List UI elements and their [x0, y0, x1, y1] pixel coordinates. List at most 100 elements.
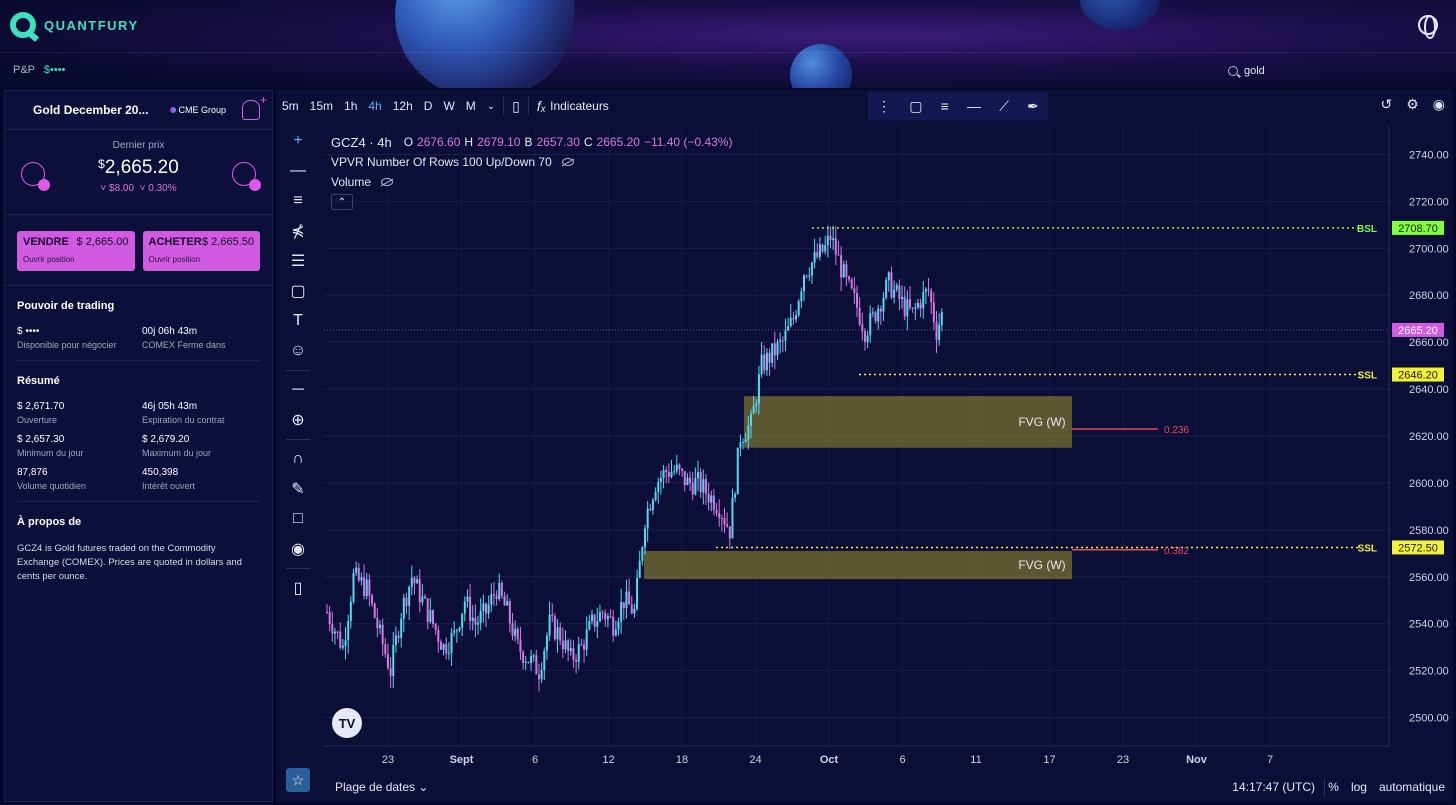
timeframe-m[interactable]: M [465, 99, 476, 113]
bull-alert-icon[interactable] [232, 162, 261, 191]
candle-body [845, 264, 848, 277]
gear-icon[interactable]: ⚙ [1406, 96, 1419, 112]
x-tick-label: 7 [1267, 754, 1273, 766]
magnet-icon[interactable]: ∩ [292, 450, 304, 467]
candle-body [508, 601, 511, 624]
open-value: 2676.60 [417, 135, 461, 149]
buy-button[interactable]: ACHETER $ 2,665.50 Ouvrir position [142, 231, 260, 271]
zoom-in-icon[interactable]: ⊕ [291, 412, 305, 429]
candle-body [418, 579, 421, 603]
auto-scale-toggle[interactable]: automatique [1378, 780, 1445, 794]
timeframe-w[interactable]: W [443, 99, 455, 113]
drag-handle-icon[interactable]: ⋮ [877, 97, 892, 114]
x-tick-label: 18 [676, 754, 688, 766]
liquidity-level-name: SSL [1358, 371, 1377, 382]
search-box[interactable]: gold [1228, 62, 1428, 80]
vpvr-row[interactable]: VPVR Number Of Rows 100 Up/Down 70 [331, 152, 732, 172]
candle-body [935, 322, 938, 340]
indicators-fx-icon[interactable]: fₓ [536, 98, 547, 114]
replay-icon[interactable]: ↺ [1380, 96, 1393, 112]
bear-alert-icon[interactable] [21, 162, 50, 191]
emoji-icon[interactable]: ☺ [289, 342, 307, 359]
volume-row[interactable]: Volume [331, 172, 732, 192]
timeframe-15m[interactable]: 15m [309, 99, 334, 113]
stat-label: Disponible pour négocier [17, 340, 117, 350]
line-tool-icon[interactable]: — [290, 162, 306, 179]
timeframe-12h[interactable]: 12h [392, 99, 413, 113]
candle-body [630, 604, 633, 614]
search-input[interactable]: gold [1244, 65, 1265, 77]
tradingview-logo-icon[interactable]: TV [332, 708, 362, 738]
x-tick-label: Sept [450, 754, 474, 766]
lock-icon[interactable]: □ [293, 510, 303, 527]
camera-icon[interactable]: ◉ [1432, 96, 1445, 112]
candle-body [516, 628, 519, 640]
fib-levels-icon[interactable]: ☰ [290, 253, 306, 270]
add-alert-bell-icon[interactable] [242, 93, 267, 120]
candle-body [694, 478, 697, 495]
candle-body [834, 238, 837, 255]
globe-icon[interactable] [1418, 15, 1438, 39]
x-tick-label: Oct [820, 754, 839, 766]
candle-body [750, 413, 752, 426]
header-decoration-moon [790, 44, 852, 88]
level-price-label: 2646.20 [1398, 370, 1438, 382]
timeframe-5m[interactable]: 5m [282, 99, 299, 113]
candlestick-type-icon[interactable]: ▯ [512, 97, 520, 114]
timeframe-1h[interactable]: 1h [344, 99, 358, 113]
candle-body [850, 279, 853, 289]
candle-body [654, 492, 657, 501]
candle-body [938, 324, 941, 340]
fib-level-label: 0.236 [1164, 425, 1189, 436]
stat-value: 00j 06h 43m [142, 326, 198, 337]
date-range-button[interactable]: Plage de dates ⌄ [335, 780, 429, 794]
sell-button[interactable]: VENDRE $ 2,665.00 Ouvrir position [17, 231, 135, 271]
chevron-down-icon[interactable]: ⌄ [486, 100, 496, 112]
pattern-tool-icon[interactable]: ⋠ [291, 223, 305, 240]
pnl-value: $•••• [43, 64, 66, 76]
log-scale-toggle[interactable]: log [1350, 780, 1367, 794]
candle-body [524, 661, 527, 663]
candle-body [506, 601, 509, 606]
stat-label: Intérêt ouvert [142, 481, 196, 491]
last-price-value: $2,665.20 [5, 157, 272, 179]
fib-tool-icon[interactable]: ≡ [940, 98, 949, 114]
trend-line-icon[interactable]: ⟋ [999, 97, 1009, 114]
brand-logo[interactable]: QUANTFURY [10, 12, 139, 38]
hidden-eye-icon[interactable] [561, 158, 574, 166]
fvg-label: FVG (W) [1018, 415, 1065, 429]
candle-body [482, 603, 485, 612]
shape-tool-icon[interactable]: ▢ [290, 283, 306, 300]
candle-body [455, 629, 458, 631]
timeframe-d[interactable]: D [423, 99, 433, 113]
brand-name: QUANTFURY [44, 17, 139, 33]
pencil-lock-icon[interactable]: ✎ [291, 481, 305, 498]
text-tool-icon[interactable]: T [293, 312, 303, 329]
candle-body [442, 644, 445, 650]
rectangle-tool-icon[interactable]: ▢ [909, 97, 923, 114]
star-icon[interactable]: ☆ [286, 768, 310, 792]
candle-body [675, 464, 678, 472]
indicators-button[interactable]: Indicateurs [550, 99, 609, 113]
timeframe-4h[interactable]: 4h [368, 99, 382, 113]
channel-tool-icon[interactable]: ≡ [293, 192, 303, 209]
hidden-eye-icon[interactable] [381, 178, 394, 186]
candle-body [538, 674, 540, 680]
instrument-name: Gold December 20... [33, 103, 149, 117]
eye-icon[interactable]: ◉ [291, 541, 305, 558]
collapse-legend-button[interactable]: ⌃ [331, 194, 353, 210]
candle-body [588, 621, 591, 630]
candle-body [591, 614, 593, 622]
candle-body [477, 622, 480, 625]
crosshair-icon[interactable]: + [293, 132, 303, 149]
brush-icon[interactable]: ✒ [1027, 97, 1039, 114]
ruler-icon[interactable]: ─ [292, 381, 304, 398]
stat-cell: 46j 05h 43m Expiration du contrat [142, 401, 267, 425]
trash-icon[interactable]: ▯ [293, 580, 303, 597]
cme-logo-icon [170, 107, 177, 113]
horizontal-line-icon[interactable]: — [967, 98, 981, 114]
candle-body [914, 307, 917, 309]
price-chart[interactable]: 2500.00 2520.00 2540.00 2560.00 2580.00 2600.… [324, 126, 1449, 772]
candle-body [424, 596, 427, 599]
percent-scale-toggle[interactable]: % [1328, 780, 1339, 794]
